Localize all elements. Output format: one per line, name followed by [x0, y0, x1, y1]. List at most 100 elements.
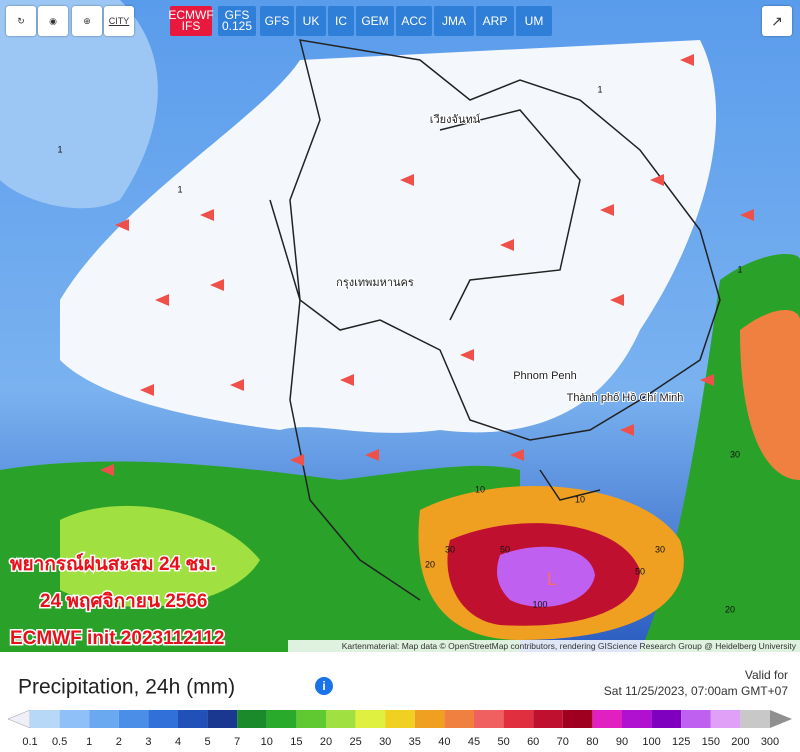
colorbar-label: 70: [557, 736, 569, 748]
contour-label: 1: [737, 264, 742, 274]
coastline: [539, 469, 601, 501]
color-swatch: [59, 710, 90, 728]
model-button[interactable]: UM: [516, 6, 552, 36]
info-icon[interactable]: [315, 677, 333, 695]
map: Phnom Penh Thành phố Hồ Chí Minh กรุงเทพ…: [0, 0, 800, 652]
colorbar-label: 7: [234, 736, 240, 748]
color-swatch: [296, 710, 326, 728]
colorbar-label: 80: [586, 736, 598, 748]
colorbar-label: 5: [205, 736, 211, 748]
rain-area: [60, 505, 260, 607]
reload-button[interactable]: ↻: [6, 6, 36, 36]
colorbar-label: 60: [527, 736, 539, 748]
model-button[interactable]: GFS 0.125: [218, 6, 256, 36]
colorbar-label: 15: [290, 736, 302, 748]
dry-area: [60, 40, 717, 433]
color-swatch: [503, 710, 534, 728]
color-swatch: [89, 710, 119, 728]
color-swatch: [326, 710, 356, 728]
zoom-button[interactable]: ⊕: [72, 6, 102, 36]
color-swatch: [710, 710, 741, 728]
colorbar-label: 0.1: [22, 736, 37, 748]
color-swatch: [207, 710, 238, 728]
rain-area: [0, 0, 158, 209]
color-swatch: [148, 710, 178, 728]
color-swatch: [651, 710, 682, 728]
place-label: Thành phố Hồ Chí Minh: [567, 392, 684, 404]
overlay-text: 24 พฤศจิกายน 2566: [40, 591, 207, 612]
contour-label: 1: [597, 84, 602, 94]
color-swatch: [533, 710, 563, 728]
colorbar-label: 2: [116, 736, 122, 748]
color-swatch: [118, 710, 149, 728]
color-swatch: [266, 710, 297, 728]
color-swatch: [444, 710, 474, 728]
contour-label: 1: [57, 144, 62, 154]
color-swatch: [562, 710, 593, 728]
contour-label: 1: [177, 184, 182, 194]
location-button[interactable]: ◉: [38, 6, 68, 36]
color-swatch: [237, 710, 267, 728]
model-button[interactable]: JMA: [434, 6, 474, 36]
model-button[interactable]: IC: [328, 6, 354, 36]
low-marker: L: [547, 569, 557, 589]
model-button[interactable]: UK: [296, 6, 326, 36]
contour-label: 50: [500, 544, 510, 554]
colorbar-label: 125: [672, 736, 690, 748]
color-swatch: [30, 710, 60, 728]
contour-label: 30: [730, 449, 740, 459]
place-label: เวียงจันทน์: [430, 113, 481, 126]
color-swatch: [770, 710, 792, 728]
contour-label: 50: [635, 566, 645, 576]
colorbar-label: 20: [320, 736, 332, 748]
wind-arrows: [100, 54, 754, 476]
colorbar-label: 300: [761, 736, 779, 748]
share-button[interactable]: ↗: [762, 6, 792, 36]
color-swatch: [681, 710, 711, 728]
colorbar-label: 45: [468, 736, 480, 748]
contour-labels: 1 1 1 1 10 10 20 30 30 30 50 50 100 20: [57, 84, 742, 614]
color-swatch: [592, 710, 622, 728]
rain-area: [497, 546, 595, 607]
model-button[interactable]: ARP: [476, 6, 514, 36]
colorbar-label: 3: [145, 736, 151, 748]
colorbar-label: 35: [409, 736, 421, 748]
attribution: Kartenmaterial: Map data © OpenStreetMap…: [342, 641, 797, 651]
city-button[interactable]: CITY: [104, 6, 134, 36]
colorbar-label: 25: [349, 736, 361, 748]
overlay-text: ECMWF init.2023112112: [10, 628, 224, 649]
color-swatch: [178, 710, 208, 728]
colorbar-label: 100: [642, 736, 660, 748]
color-swatch: [7, 709, 31, 729]
color-swatch: [385, 710, 415, 728]
overlay-text: พยากรณ์ฝนสะสม 24 ชม.: [10, 553, 216, 575]
contour-label: 10: [475, 484, 485, 494]
contour-label: 30: [655, 544, 665, 554]
contour-label: 100: [532, 599, 547, 609]
model-button[interactable]: GFS: [260, 6, 294, 36]
colorbar-label: 90: [616, 736, 628, 748]
color-swatch: [740, 710, 770, 728]
color-swatch: [622, 710, 652, 728]
colorbar-label: 10: [261, 736, 273, 748]
colorbar-label: 30: [379, 736, 391, 748]
info-glyph: i: [322, 679, 325, 693]
colorbar-label: 0.5: [52, 736, 67, 748]
model-button[interactable]: ACC: [396, 6, 432, 36]
colorbar-label: 4: [175, 736, 181, 748]
colorbar-label: 40: [438, 736, 450, 748]
legend-title: Precipitation, 24h (mm): [18, 676, 235, 699]
model-button[interactable]: GEM: [356, 6, 394, 36]
dry-area: [120, 222, 261, 327]
colorbar-label: 1: [86, 736, 92, 748]
model-button[interactable]: ECMWF IFS: [168, 6, 214, 36]
legend: Precipitation, 24h (mm) i Valid for Sat …: [7, 668, 792, 748]
country-border: [439, 109, 581, 321]
valid-time: Sat 11/25/2023, 07:00am GMT+07: [604, 684, 789, 698]
rain-area: [740, 310, 800, 480]
country-border: [289, 39, 721, 441]
color-swatch: [414, 710, 445, 728]
coastline: [269, 199, 421, 601]
valid-label: Valid for: [745, 668, 788, 682]
place-label: กรุงเทพมหานคร: [336, 277, 414, 289]
